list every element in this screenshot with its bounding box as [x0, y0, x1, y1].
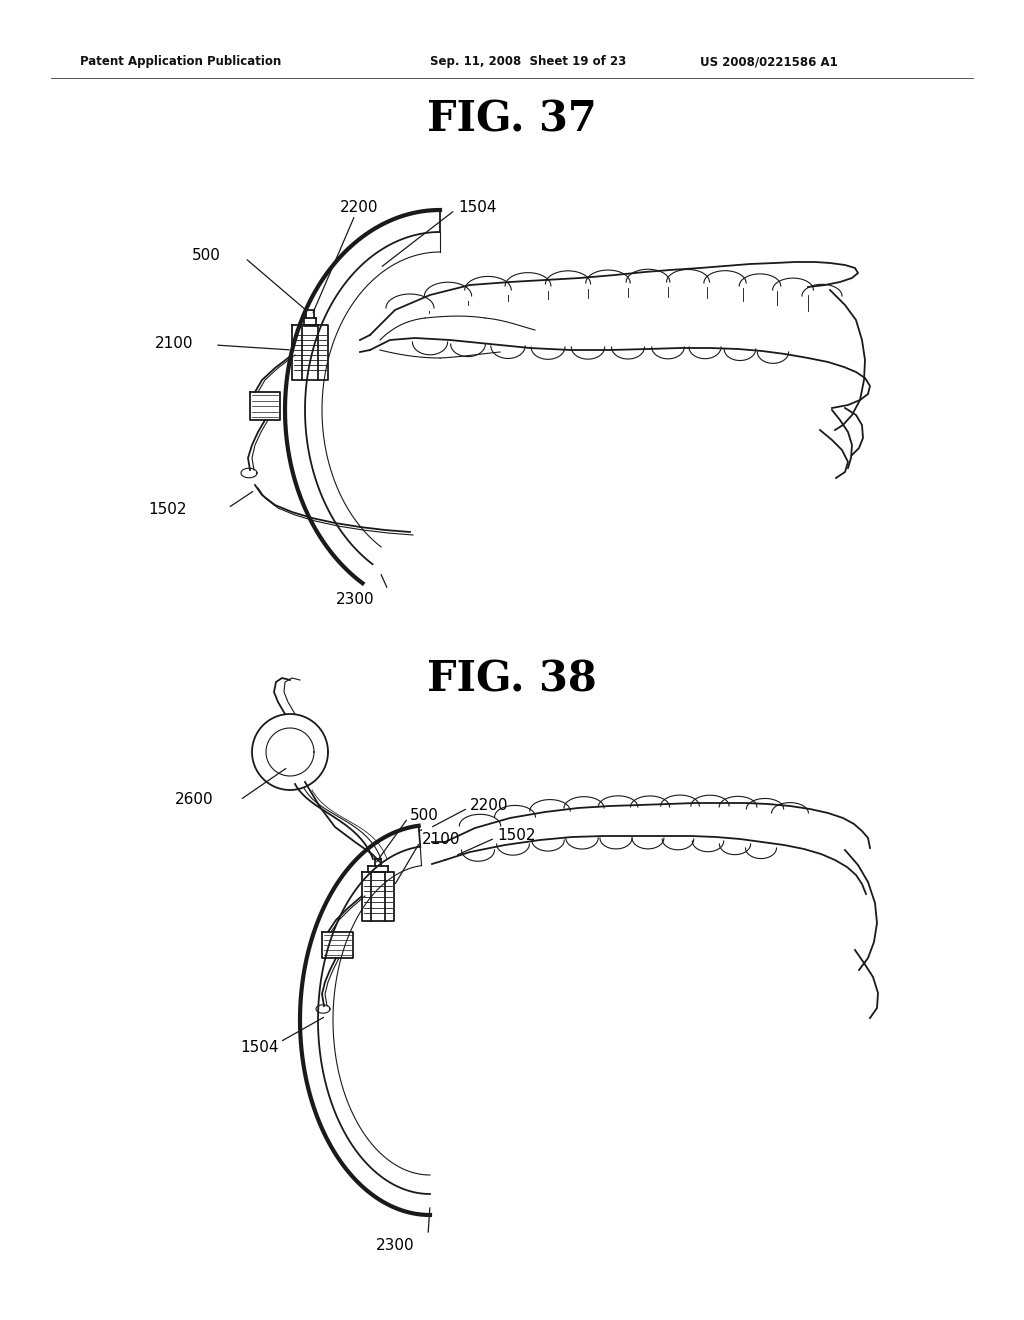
- Text: 1502: 1502: [497, 829, 536, 843]
- Text: 2200: 2200: [470, 799, 509, 813]
- Text: FIG. 37: FIG. 37: [427, 99, 597, 141]
- Text: FIG. 38: FIG. 38: [427, 659, 597, 701]
- Text: 1504: 1504: [240, 1040, 279, 1056]
- Text: Sep. 11, 2008  Sheet 19 of 23: Sep. 11, 2008 Sheet 19 of 23: [430, 55, 627, 69]
- Text: 1502: 1502: [148, 503, 186, 517]
- Text: 2300: 2300: [336, 593, 375, 607]
- Text: 500: 500: [193, 248, 221, 264]
- Text: 2300: 2300: [376, 1238, 415, 1253]
- Text: 2100: 2100: [422, 833, 461, 847]
- Text: 1504: 1504: [458, 199, 497, 214]
- Text: 2600: 2600: [175, 792, 214, 808]
- Text: 500: 500: [410, 808, 439, 822]
- Text: 2100: 2100: [155, 337, 194, 351]
- Text: US 2008/0221586 A1: US 2008/0221586 A1: [700, 55, 838, 69]
- Text: 2200: 2200: [340, 201, 379, 215]
- Text: Patent Application Publication: Patent Application Publication: [80, 55, 282, 69]
